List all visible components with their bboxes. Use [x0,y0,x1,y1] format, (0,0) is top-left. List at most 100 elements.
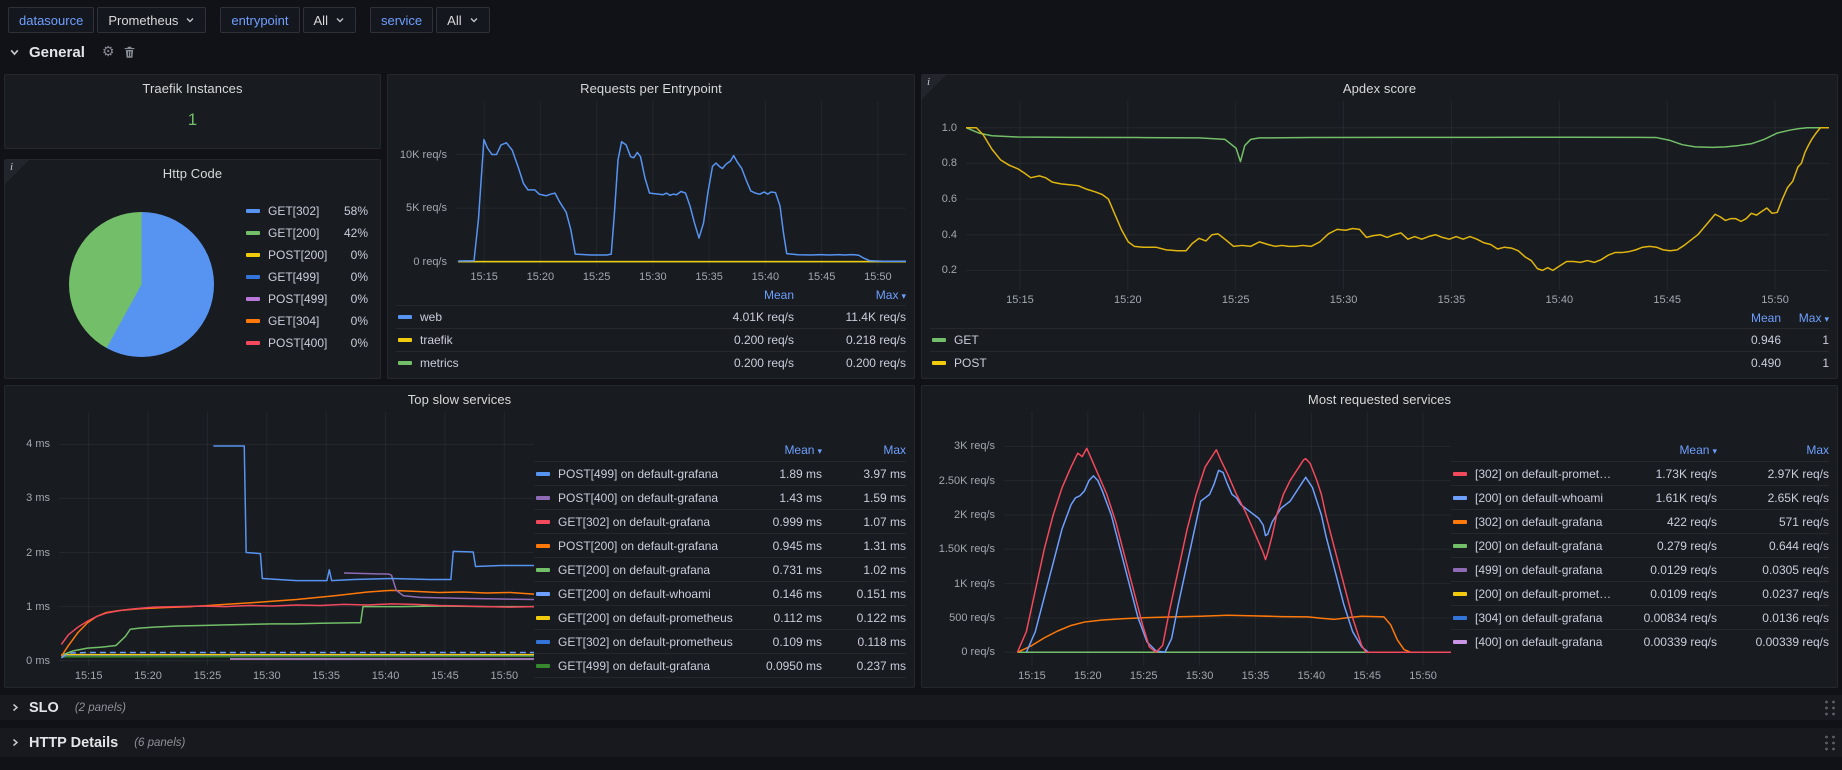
panel-header-traefik-instances[interactable]: Traefik Instances [5,75,380,101]
series-name[interactable]: [200] on default-grafana [1475,538,1603,553]
legend-row[interactable]: [302] on default-grafana 422 req/s 571 req… [1451,509,1829,533]
row-slo[interactable]: SLO (2 panels) [0,695,1842,720]
series-name[interactable]: GET[302] [268,204,320,218]
legend-row[interactable]: traefik 0.200 req/s 0.218 req/s [396,328,906,351]
series-name[interactable]: [302] on default-grafana [1475,514,1603,529]
x-tick-label: 15:45 [807,271,836,283]
legend-header: Mean ▾ Max [1451,438,1829,461]
legend-sort-max[interactable]: Max [883,442,906,457]
panel-header-requests[interactable]: Requests per Entrypoint [388,75,914,101]
pie-legend-row[interactable]: POST[200] 0% [244,244,368,266]
series-name[interactable]: POST[499] [268,292,328,306]
row-general-header[interactable]: General ⚙ [0,38,1842,66]
series-name[interactable]: [200] on default-whoami [1475,490,1604,505]
panel-most-requested-services: Most requested services 0 req/s 500 req/s… [921,385,1838,688]
stat-value: 1 [187,109,198,129]
series-name[interactable]: GET[499] [268,270,320,284]
variable-value-entrypoint[interactable]: All [302,7,356,33]
panel-info-icon[interactable]: i [5,160,29,184]
series-color-chip [536,663,550,668]
legend-row[interactable]: GET[200] on default-grafana 0.731 ms 1.02 … [534,557,906,581]
row-drag-handle[interactable] [1822,732,1837,753]
legend-row[interactable]: [200] on default-whoami 1.61K req/s 2.65K … [1451,485,1829,509]
series-color-chip [246,297,260,301]
legend-row[interactable]: web 4.01K req/s 11.4K req/s [396,305,906,328]
pie-legend-row[interactable]: POST[400] 0% [244,332,368,354]
series-name[interactable]: POST[200] on default-grafana [558,538,719,553]
x-axis: 15:15 15:20 15:25 15:30 15:35 15:40 15:45 15:50 [966,290,1829,307]
series-name[interactable]: [499] on default-grafana [1475,562,1603,577]
row-title[interactable]: HTTP Details [29,734,119,751]
legend-sort-mean[interactable]: Mean [763,288,794,302]
trash-icon[interactable] [123,45,136,59]
legend-row[interactable]: [400] on default-grafana 0.00339 req/s 0.0… [1451,629,1829,653]
legend-row[interactable]: [200] on default-grafana 0.279 req/s 0.644… [1451,533,1829,557]
row-title[interactable]: General [29,43,85,61]
legend-sort-max[interactable]: Max [1806,442,1829,457]
legend-row[interactable]: GET[200] on default-whoami 0.146 ms 0.151 … [534,581,906,605]
pie-legend-row[interactable]: GET[499] 0% [244,266,368,288]
series-name[interactable]: GET[499] on default-grafana [558,658,711,673]
series-name[interactable]: [200] on default-prometheus [1475,586,1613,601]
series-name[interactable]: GET[200] on default-grafana [558,562,711,577]
series-name[interactable]: POST[400] on default-grafana [558,490,719,505]
legend-row[interactable]: GET[302] on default-prometheus 0.109 ms 0.… [534,629,906,653]
legend-row[interactable]: POST[400] on default-grafana 1.43 ms 1.59 … [534,485,906,509]
legend-sort-max[interactable]: Max ▾ [1798,311,1829,325]
panel-header-http-code[interactable]: Http Code [5,160,380,186]
series-name[interactable]: POST [954,356,987,370]
series-color-chip [398,361,412,365]
series-name[interactable]: POST[499] on default-grafana [558,466,719,481]
pie-legend-row[interactable]: POST[499] 0% [244,288,368,310]
series-name[interactable]: [302] on default-prometheus [1475,466,1613,481]
series-name[interactable]: POST[400] [268,336,328,350]
series-name[interactable]: GET[302] on default-grafana [558,514,711,529]
panel-header-apdex[interactable]: Apdex score [922,75,1837,101]
legend-row[interactable]: GET[200] on default-prometheus 0.112 ms 0.… [534,605,906,629]
legend-row[interactable]: POST[499] on default-grafana 1.89 ms 3.97 … [534,461,906,485]
legend-row[interactable]: GET[302] on default-grafana 0.999 ms 1.07 … [534,509,906,533]
panel-header-most-requested[interactable]: Most requested services [922,386,1837,412]
variable-value-service[interactable]: All [436,7,490,33]
legend-value: 0.118 ms [857,634,906,649]
row-http-details[interactable]: HTTP Details (6 panels) [0,728,1842,757]
pie-legend-row[interactable]: GET[302] 58% [244,200,368,222]
legend-header: Mean Max ▾ [930,308,1829,328]
series-name[interactable]: GET [954,333,979,347]
series-name[interactable]: GET[304] on default-grafana [558,683,738,684]
legend-sort-mean[interactable]: Mean ▾ [784,442,822,457]
series-name[interactable]: GET[200] [268,226,320,240]
legend-value: 0.279 req/s [1656,538,1717,553]
legend-row[interactable]: [499] on default-grafana 0.0129 req/s 0.03… [1451,557,1829,581]
legend-row[interactable]: POST[200] on default-grafana 0.945 ms 1.31… [534,533,906,557]
gear-icon[interactable]: ⚙ [101,44,115,60]
pie-legend-row[interactable]: GET[200] 42% [244,222,368,244]
legend-sort-mean[interactable]: Mean ▾ [1679,442,1717,457]
row-drag-handle[interactable] [1822,697,1837,718]
variable-value-datasource[interactable]: Prometheus [97,7,207,33]
legend-sort-max[interactable]: Max ▾ [875,288,906,302]
legend-row[interactable]: [304] on default-grafana 0.00834 req/s 0.0… [1451,605,1829,629]
legend-sort-mean[interactable]: Mean [1750,311,1781,325]
row-title[interactable]: SLO [29,699,59,716]
legend-row[interactable]: GET 0.946 1 [930,328,1829,351]
pie-legend-row[interactable]: GET[304] 0% [244,310,368,332]
series-name[interactable]: GET[200] on default-prometheus [558,610,733,625]
series-name[interactable]: [400] on default-grafana [1475,634,1603,649]
series-name[interactable]: web [420,310,443,324]
series-name[interactable]: POST[200] [268,248,328,262]
legend-row[interactable]: [302] on default-prometheus 1.73K req/s 2.… [1451,461,1829,485]
series-name[interactable]: metrics [420,356,459,370]
legend-row[interactable]: [200] on default-prometheus 0.0109 req/s 0… [1451,581,1829,605]
panel-info-icon[interactable]: i [922,75,946,99]
series-name[interactable]: [304] on default-grafana [1475,610,1603,625]
series-name[interactable]: GET[302] on default-prometheus [558,634,733,649]
legend-row[interactable]: metrics 0.200 req/s 0.200 req/s [396,351,906,374]
legend-row[interactable]: POST 0.490 1 [930,351,1829,374]
panel-header-top-slow[interactable]: Top slow services [5,386,914,412]
legend-row[interactable]: GET[499] on default-grafana 0.0950 ms 0.23… [534,653,906,677]
series-name[interactable]: traefik [420,333,453,347]
series-name[interactable]: GET[304] [268,314,320,328]
series-name[interactable]: GET[200] on default-whoami [558,586,711,601]
